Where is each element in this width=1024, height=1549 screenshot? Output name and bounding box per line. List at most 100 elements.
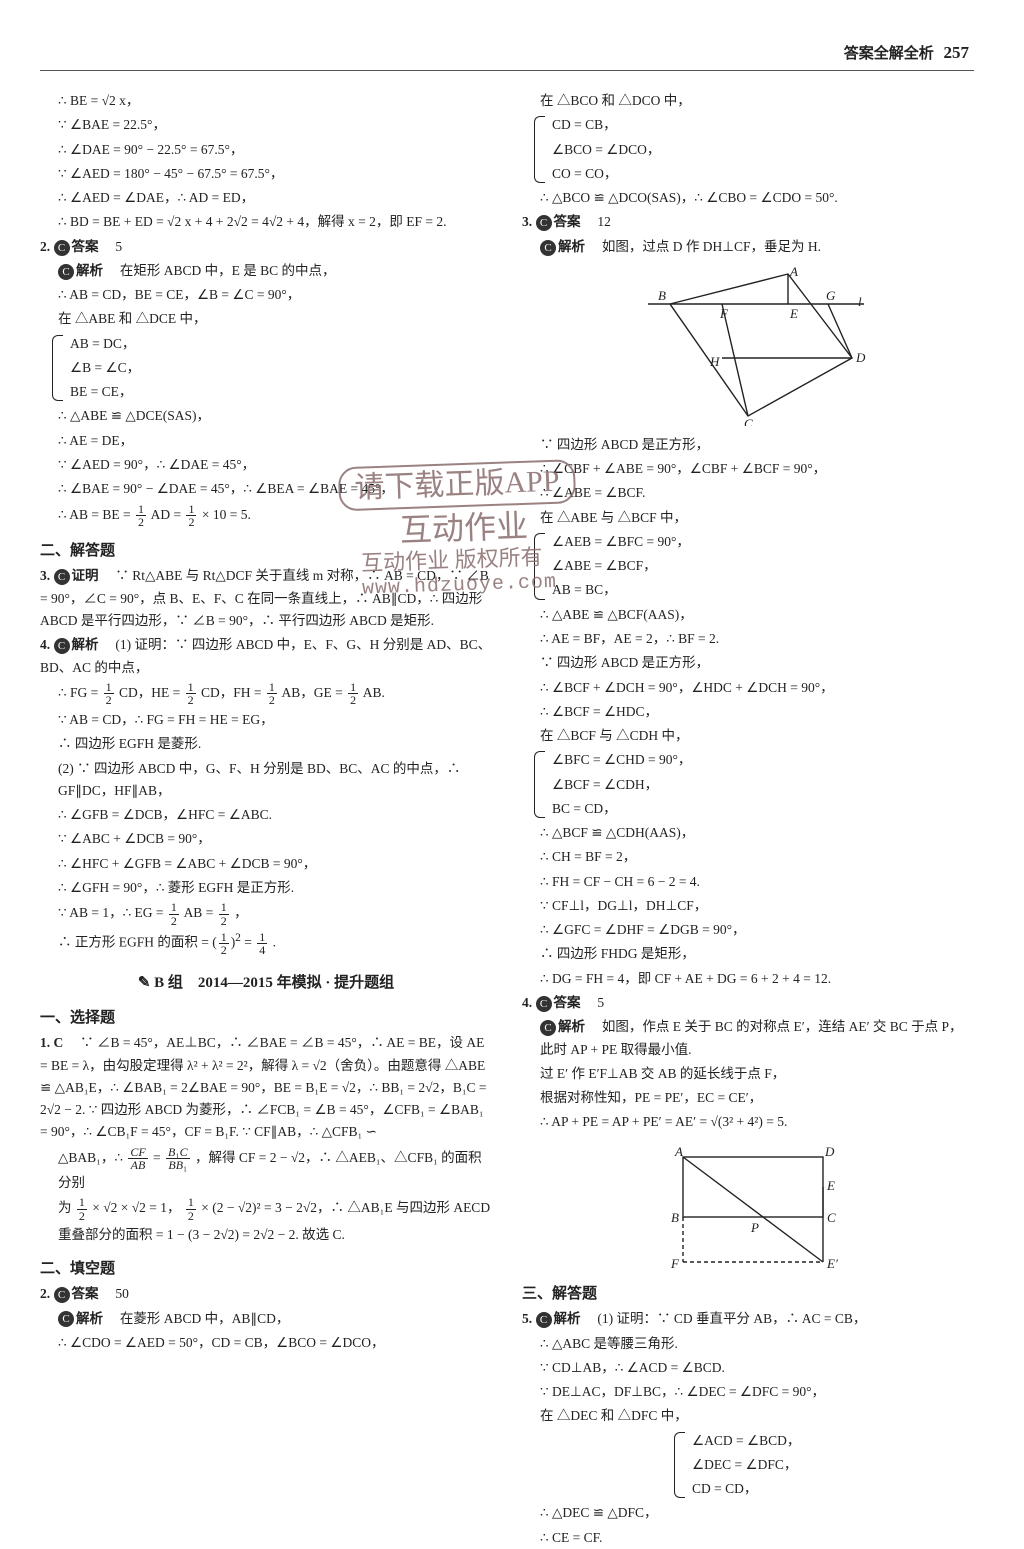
sys-line: ∠BFC = ∠CHD = 90°， [552, 749, 974, 771]
fraction: 12 [104, 681, 114, 707]
txt: AB，GE = [281, 685, 346, 700]
fraction: 12 [77, 1196, 87, 1222]
txt: ∴ AB = BE = [58, 507, 134, 522]
page-header: 答案全解全析 257 [844, 42, 969, 63]
line: ∵ AB = 1，∴ EG = 12 AB = 12 ， [40, 901, 492, 927]
equation-system: ∠ACD = ∠BCD， ∠DEC = ∠DFC， CD = CD， [662, 1430, 974, 1501]
answer-label: 答案 [554, 214, 581, 229]
line: ∴ △ABE ≌ △BCF(AAS)， [522, 604, 974, 626]
fraction: 12 [186, 681, 196, 707]
fig-label: D [855, 350, 866, 365]
section-title: 一、选择题 [40, 1006, 492, 1031]
line: ∴ AE = DE， [40, 430, 492, 452]
line: ∴ △BCF ≌ △CDH(AAS)， [522, 822, 974, 844]
sys-line: ∠DEC = ∠DFC， [692, 1454, 974, 1476]
header-title: 答案全解全析 [844, 46, 934, 62]
analysis-badge-icon: C [58, 264, 74, 280]
left-column: ∴ BE = √2 x， ∵ ∠BAE = 22.5°， ∴ ∠DAE = 90… [40, 90, 492, 1465]
line: ∴ AB = BE = 12 AD = 12 × 10 = 5. [40, 503, 492, 529]
analysis-label: 解析 [554, 1311, 581, 1326]
q3-line: 3. C证明 ∵ Rt△ABE 与 Rt△DCF 关于直线 m 对称，∴ AB … [40, 565, 492, 632]
fraction: 12 [186, 1196, 196, 1222]
fig-label: P [750, 1220, 759, 1235]
line: ∴ FH = CF − CH = 6 − 2 = 4. [522, 871, 974, 893]
line: C解析 在菱形 ABCD 中，AB∥CD， [40, 1308, 492, 1330]
q4-answer-line: 4. C答案 5 [522, 992, 974, 1014]
right-column: 在 △BCO 和 △DCO 中， CD = CB， ∠BCO = ∠DCO， C… [522, 90, 974, 1465]
txt: 如图，过点 D 作 DH⊥CF，垂足为 H. [602, 239, 821, 254]
answer-badge-icon: C [54, 240, 70, 256]
q2-answer-line: 2. C答案 5 [40, 236, 492, 258]
line: ∴ ∠CDO = ∠AED = 50°，CD = CB，∠BCO = ∠DCO， [40, 1332, 492, 1354]
proof-badge-icon: C [54, 569, 70, 585]
analysis-badge-icon: C [54, 638, 70, 654]
line: ∵ CF⊥l，DG⊥l，DH⊥CF， [522, 895, 974, 917]
equation-system: AB = DC， ∠B = ∠C， BE = CE， [40, 333, 492, 404]
top-rule [40, 70, 974, 71]
line: ∵ ∠ABC + ∠DCB = 90°， [40, 828, 492, 850]
line: 根据对称性知，PE = PE′，EC = CE′， [522, 1087, 974, 1109]
txt: × √2 × √2 = 1， [92, 1200, 180, 1215]
line: 在 △ABE 与 △BCF 中， [522, 507, 974, 529]
fig-label: C [827, 1210, 836, 1225]
sys-line: ∠BCF = ∠CDH， [552, 774, 974, 796]
fraction: 12 [348, 681, 358, 707]
line: ∴ ∠BCF + ∠DCH = 90°，∠HDC + ∠DCH = 90°， [522, 677, 974, 699]
sys-line: CD = CB， [552, 114, 974, 136]
answer-label: 答案 [554, 995, 581, 1010]
sys-line: ∠B = ∠C， [70, 357, 492, 379]
qnum: 3. [522, 214, 532, 229]
qnum: 5. [522, 1311, 532, 1326]
fig-label: E′ [826, 1256, 838, 1271]
line: ∴ ∠DAE = 90° − 22.5° = 67.5°， [40, 139, 492, 161]
line: ∵ CD⊥AB，∴ ∠ACD = ∠BCD. [522, 1357, 974, 1379]
txt: × 10 = 5. [202, 507, 251, 522]
geometry-figure-2: A D B C E E′ F P [643, 1142, 853, 1272]
line: ∵ AB = CD，∴ FG = FH = HE = EG， [40, 709, 492, 731]
analysis-label: 解析 [558, 239, 585, 254]
txt: × (2 − √2)² = 3 − 2√2，∴ △AB₁E 与四边形 AECD [201, 1200, 490, 1215]
sys-line: ∠BCO = ∠DCO， [552, 139, 974, 161]
txt: 如图，作点 E 关于 BC 的对称点 E′，连结 AE′ 交 BC 于点 P，此… [540, 1019, 963, 1056]
sys-line: ∠ACD = ∠BCD， [692, 1430, 974, 1452]
analysis-label: 解析 [76, 263, 103, 278]
txt: ∴ 正方形 EGFH 的面积 = [58, 935, 212, 950]
qnum: 2. [40, 239, 50, 254]
answer-label: 答案 [72, 239, 99, 254]
fraction: 12 [219, 931, 229, 957]
analysis-label: 解析 [72, 637, 99, 652]
line: △BAB₁，∴ CFAB = B₁CBB₁ ，解得 CF = 2 − √2，∴ … [40, 1146, 492, 1194]
answer-value: 5 [115, 239, 122, 254]
analysis-badge-icon: C [540, 1020, 556, 1036]
sys-line: AB = BC， [552, 579, 974, 601]
qnum: 2. [40, 1286, 50, 1301]
fig-label: B [671, 1210, 679, 1225]
line: C解析 在矩形 ABCD 中，E 是 BC 的中点， [40, 260, 492, 282]
proof-label: 证明 [72, 568, 99, 583]
line: C解析 如图，作点 E 关于 BC 的对称点 E′，连结 AE′ 交 BC 于点… [522, 1016, 974, 1061]
txt: . [273, 935, 276, 950]
fig-label: B [658, 288, 666, 303]
line: ∴ ∠AED = ∠DAE，∴ AD = ED， [40, 187, 492, 209]
line: ∴ AE = BF，AE = 2，∴ BF = 2. [522, 628, 974, 650]
qnum: 4. [40, 637, 50, 652]
line: 重叠部分的面积 = 1 − (3 − 2√2) = 2√2 − 2. 故选 C. [40, 1224, 492, 1246]
sys-line: ∠ABE = ∠BCF， [552, 555, 974, 577]
fig-label: G [826, 288, 836, 303]
txt: AB = [184, 905, 217, 920]
sys-line: BC = CD， [552, 798, 974, 820]
q2-answer-line: 2. C答案 50 [40, 1283, 492, 1305]
qnum: 4. [522, 995, 532, 1010]
fig-label: A [674, 1144, 683, 1159]
fraction: 12 [219, 901, 229, 927]
fraction: 14 [257, 931, 267, 957]
line: ∴ ∠BAE = 90° − ∠DAE = 45°，∴ ∠BEA = ∠BAE … [40, 478, 492, 500]
line: ∴ 四边形 EGFH 是菱形. [40, 733, 492, 755]
fraction: 12 [136, 503, 146, 529]
group-b-text: B 组 2014—2015 年模拟 · 提升题组 [154, 975, 394, 991]
line: ∴ ∠BCF = ∠HDC， [522, 701, 974, 723]
txt: ∵ Rt△ABE 与 Rt△DCF 关于直线 m 对称，∴ AB = CD，∵ … [40, 568, 489, 628]
line: ∴ △BCO ≌ △DCO(SAS)，∴ ∠CBO = ∠CDO = 50°. [522, 187, 974, 209]
line: ∴ 四边形 FHDG 是矩形， [522, 943, 974, 965]
line: ∴ 正方形 EGFH 的面积 = (12)2 = 14 . [40, 929, 492, 957]
